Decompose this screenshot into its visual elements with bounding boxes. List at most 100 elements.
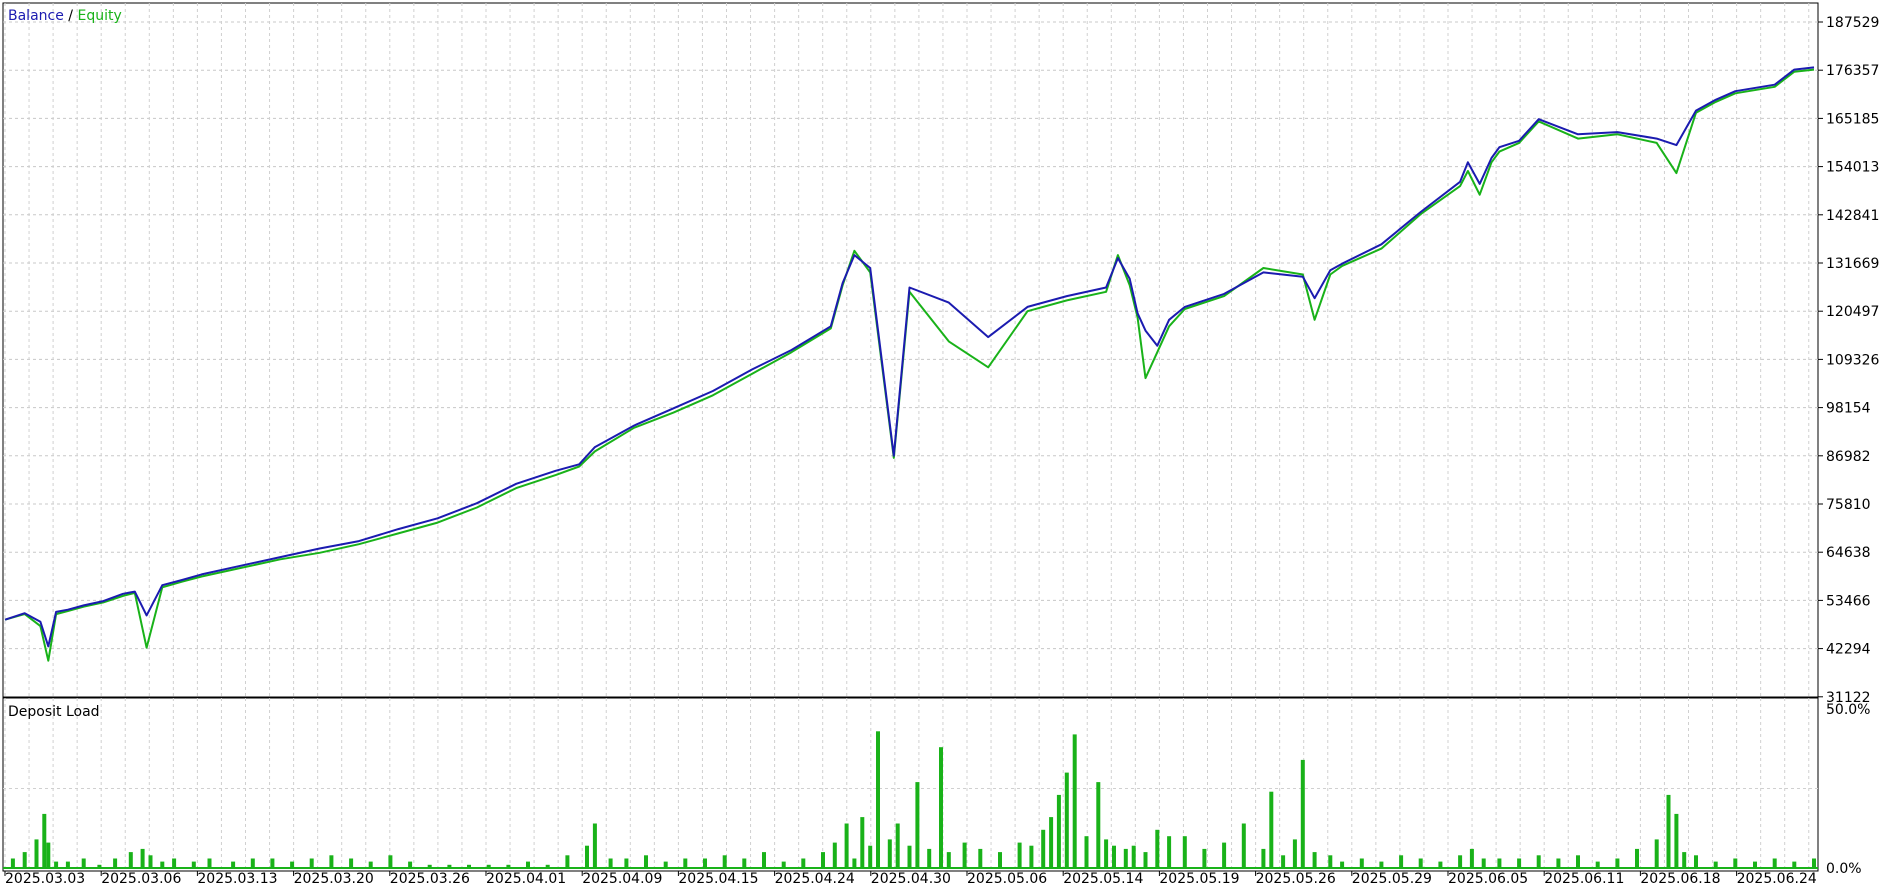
x-tick-label: 2025.06.11 — [1544, 871, 1624, 887]
y-tick-label: 142841 — [1826, 208, 1879, 224]
deposit-load-bar — [128, 852, 133, 868]
gridlines — [3, 3, 1818, 871]
deposit-load-bar — [1112, 845, 1116, 868]
deposit-load-bar — [526, 861, 530, 868]
deposit-load-bar — [852, 858, 857, 868]
deposit-load-bar — [1261, 848, 1266, 868]
deposit-load-bar — [349, 858, 354, 868]
deposit-load-bar — [97, 864, 102, 868]
x-tick-label: 2025.03.03 — [5, 871, 85, 887]
deposit-load-bar — [1340, 861, 1345, 868]
y-tick-label: 131669 — [1826, 256, 1879, 272]
deposit-load-bar — [781, 861, 786, 868]
y-tick-label: 120497 — [1826, 304, 1879, 320]
deposit-load-bar — [1682, 852, 1687, 868]
deposit-load-bar — [22, 852, 27, 868]
deposit-load-bar — [113, 858, 118, 868]
legend: Balance / Equity — [8, 8, 122, 24]
deposit-load-bar — [1753, 861, 1757, 868]
deposit-load-bar — [887, 839, 892, 868]
deposit-load-bar — [270, 858, 275, 868]
deposit-load-bar — [408, 861, 413, 868]
deposit-load-bar — [832, 842, 837, 868]
y-tick-label: 86982 — [1826, 449, 1871, 465]
deposit-load-bar — [801, 858, 806, 868]
deposit-load-bar — [191, 861, 196, 868]
deposit-load-bar — [54, 861, 59, 868]
deposit-load-bar — [644, 855, 648, 868]
y-tick-label: 109326 — [1826, 352, 1880, 368]
legend-balance: Balance — [8, 8, 64, 24]
deposit-load-bar — [742, 858, 747, 868]
y-tick-label: 187529 — [1826, 15, 1879, 31]
deposit-load-bar — [1029, 845, 1034, 868]
deposit-load-bar — [290, 861, 295, 868]
deposit-load-bar — [565, 855, 570, 868]
deposit-load-bar — [1399, 855, 1404, 868]
deposit-load-bar — [998, 852, 1002, 868]
deposit-load-bar — [762, 852, 766, 868]
deposit-load-bar — [207, 858, 212, 868]
deposit-load-bar — [447, 864, 452, 868]
deposit-load-bar — [1418, 858, 1423, 868]
legend-equity: Equity — [77, 8, 121, 24]
deposit-load-bar — [703, 858, 707, 868]
deposit-load-bar — [1072, 734, 1077, 868]
legend-separator: / — [64, 8, 78, 24]
deposit-load-bar — [1167, 836, 1172, 868]
y-tick-label: 165185 — [1826, 111, 1879, 127]
deposit-load-bar — [608, 858, 613, 868]
deposit-load-bar — [1458, 855, 1463, 868]
x-tick-label: 2025.05.19 — [1159, 871, 1239, 887]
x-tick-label: 2025.05.29 — [1352, 871, 1432, 887]
deposit-load-bar — [309, 858, 314, 868]
y-tick-label: 98154 — [1826, 401, 1871, 417]
deposit-load-bar — [1615, 858, 1620, 868]
deposit-load-bar — [329, 855, 334, 868]
deposit-load-bar — [81, 858, 86, 868]
deposit-load-bar — [962, 842, 967, 868]
deposit-load-bar — [821, 852, 825, 868]
deposit-load-bar — [65, 861, 70, 868]
deposit-load-bar — [592, 823, 597, 868]
y-tick-label: 64638 — [1826, 545, 1871, 561]
load-y-tick-label: 0.0% — [1826, 861, 1862, 877]
deposit-load-bar — [148, 855, 153, 868]
x-tick-label: 2025.04.09 — [582, 871, 662, 887]
deposit-load-bar — [1241, 823, 1246, 868]
deposit-load-bars — [10, 731, 1816, 868]
x-tick-label: 2025.06.18 — [1640, 871, 1720, 887]
deposit-load-bar — [545, 864, 550, 868]
deposit-load-bar — [939, 747, 943, 868]
deposit-load-bar — [585, 845, 589, 868]
deposit-load-bar — [1064, 772, 1069, 868]
deposit-load-bar — [1576, 855, 1580, 868]
deposit-load-bar — [1300, 759, 1305, 868]
x-tick-label: 2025.03.06 — [101, 871, 181, 887]
main-plot-frame — [2, 2, 1819, 698]
deposit-load-bar — [1269, 791, 1274, 868]
x-tick-label: 2025.03.13 — [197, 871, 277, 887]
deposit-load-bar — [1096, 782, 1101, 868]
deposit-load-bar — [10, 858, 15, 868]
deposit-load-bar — [1469, 848, 1474, 868]
deposit-load-bar — [624, 858, 629, 868]
deposit-load-bar — [1292, 839, 1297, 868]
deposit-load-bar — [140, 848, 145, 868]
deposit-load-frame — [2, 697, 1819, 872]
deposit-load-bar — [1328, 855, 1333, 868]
deposit-load-bar — [250, 858, 255, 868]
deposit-load-bar — [506, 864, 511, 868]
y-tick-label: 42294 — [1826, 642, 1871, 658]
deposit-load-bar — [1056, 794, 1061, 868]
deposit-load-bar — [1772, 858, 1777, 868]
balance-line — [4, 66, 1815, 648]
x-tick-label: 2025.05.06 — [967, 871, 1047, 887]
deposit-load-bar — [46, 842, 51, 868]
deposit-load-bar — [844, 823, 849, 868]
deposit-load-bar — [1182, 836, 1187, 868]
y-tick-label: 75810 — [1826, 497, 1871, 513]
deposit-load-bar — [1131, 845, 1136, 868]
deposit-load-bar — [663, 861, 668, 868]
